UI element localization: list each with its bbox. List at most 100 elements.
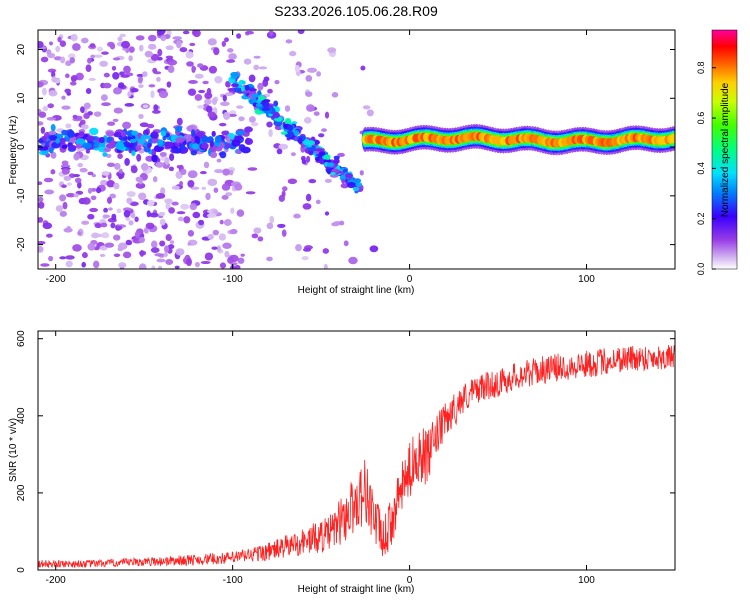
heatmap-cell (63, 175, 72, 181)
heatmap-cell (50, 123, 56, 132)
heatmap-cell (212, 229, 219, 236)
heatmap-cell (94, 223, 102, 229)
heatmap-cell (89, 127, 99, 136)
heatmap-cell (83, 102, 91, 110)
heatmap-cell (40, 263, 50, 267)
heatmap-cell (204, 252, 214, 261)
heatmap-cell (104, 242, 115, 248)
heatmap-cell (81, 37, 89, 44)
heatmap-cell (59, 40, 67, 48)
heatmap-cell (197, 63, 204, 68)
heatmap-cell (55, 138, 60, 144)
heatmap-cell (165, 234, 172, 241)
heatmap-cell (315, 148, 325, 152)
heatmap-cell (87, 242, 96, 251)
heatmap-cell (230, 262, 238, 266)
snr-x-ticks: -200 -100 0 100 (46, 331, 595, 586)
heatmap-cell (90, 195, 97, 201)
heatmap-cell (285, 39, 293, 44)
heatmap-cell (187, 88, 197, 96)
heatmap-cell (153, 71, 162, 75)
heatmap-cell (87, 57, 92, 64)
heatmap-cell (219, 219, 224, 225)
heatmap-cell (208, 65, 218, 74)
heatmap-cell (87, 213, 95, 220)
heatmap-cell (272, 111, 280, 119)
heatmap-cell (253, 227, 262, 234)
spectrogram-heatmap (38, 30, 675, 269)
heatmap-cell (113, 87, 122, 95)
heatmap-cell (222, 242, 232, 249)
heatmap-cell (113, 182, 120, 190)
heatmap-cell (313, 111, 320, 116)
heatmap-cell (101, 232, 110, 239)
heatmap-cell (139, 44, 144, 52)
heatmap-cell (221, 183, 231, 191)
heatmap-cell (103, 214, 111, 219)
heatmap-cell (244, 84, 250, 91)
heatmap-cell (103, 207, 108, 213)
heatmap-cell (113, 107, 123, 114)
heatmap-cell (315, 199, 321, 205)
heatmap-cell (194, 93, 203, 101)
heatmap-cell (185, 51, 194, 59)
heatmap-cell (189, 203, 198, 211)
heatmap-cell (88, 77, 96, 81)
heatmap-cell (324, 154, 331, 160)
heatmap-cell (194, 261, 200, 268)
heatmap-cell (225, 192, 233, 197)
heatmap-cell (48, 41, 54, 46)
heatmap-cell (138, 192, 147, 201)
heatmap-cell (245, 30, 254, 35)
heatmap-cell (236, 105, 244, 109)
heatmap-cell (48, 130, 57, 136)
heatmap-cell (131, 149, 136, 157)
heatmap-cell (138, 138, 145, 144)
heatmap-cell (112, 57, 121, 61)
heatmap-cell (130, 88, 139, 93)
heatmap-cell (156, 258, 166, 263)
heatmap-cell (226, 136, 231, 144)
heatmap-cell (43, 177, 54, 183)
heatmap-cell (302, 247, 312, 252)
heatmap-cell (669, 134, 675, 144)
heatmap-cell (165, 45, 174, 51)
heatmap-cell (115, 142, 125, 150)
heatmap-cell (47, 103, 55, 109)
heatmap-cell (111, 213, 117, 221)
heatmap-cell (308, 178, 317, 184)
heatmap-cell (112, 118, 119, 123)
heatmap-cell (138, 263, 147, 269)
heatmap-cell (268, 129, 273, 138)
heatmap-cell (130, 212, 136, 219)
heatmap-cell (101, 51, 109, 55)
heatmap-cell (237, 257, 245, 264)
heatmap-cell (188, 80, 198, 84)
heatmap-cell (168, 166, 175, 172)
colorbar-tick-label: 0.2 (696, 212, 706, 225)
heatmap-cell (99, 60, 108, 67)
heatmap-cell (122, 251, 132, 259)
heatmap-cell (194, 137, 201, 145)
heatmap-cell (319, 158, 324, 165)
heatmap-cell (59, 256, 67, 260)
heatmap-cell (61, 105, 71, 110)
spectrogram-x-label: Height of straight line (km) (298, 285, 415, 296)
heatmap-cell (118, 262, 127, 269)
heatmap-cell (222, 111, 231, 120)
heatmap-cell (341, 178, 346, 184)
heatmap-cell (135, 35, 145, 41)
spectrogram-y-ticks: -20 -10 0 10 20 (16, 44, 675, 252)
heatmap-cell (150, 131, 159, 139)
heatmap-cell (207, 233, 214, 240)
heatmap-cell (352, 186, 360, 192)
heatmap-cell (179, 180, 184, 186)
heatmap-cell (222, 168, 230, 176)
heatmap-cell (81, 220, 90, 225)
heatmap-cell (110, 222, 116, 229)
heatmap-cell (167, 65, 175, 74)
heatmap-cell (59, 194, 67, 202)
heatmap-cell (159, 151, 167, 157)
heatmap-cell (266, 121, 273, 128)
heatmap-cell (201, 142, 209, 149)
